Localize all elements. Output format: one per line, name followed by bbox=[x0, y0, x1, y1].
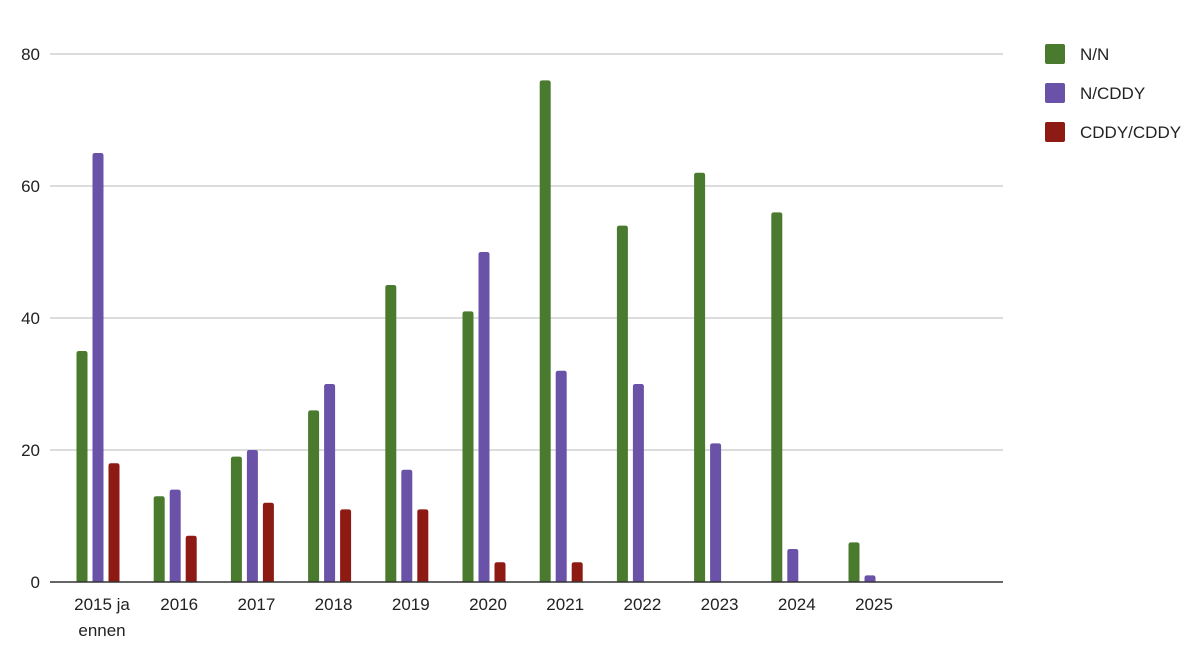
legend-label-n-n: N/N bbox=[1080, 45, 1109, 64]
bar-n-cddy-8 bbox=[710, 443, 722, 582]
bar-cddy-cddy-2 bbox=[262, 502, 274, 582]
x-axis-ticks: 2015 ja ennen 2016 2017 2018 2019 2020 2021 2022… bbox=[74, 595, 893, 640]
bar-n-n-10 bbox=[848, 542, 860, 582]
x-tick-label: 2021 bbox=[546, 595, 584, 614]
x-tick-label: 2016 bbox=[160, 595, 198, 614]
bar-n-n-2 bbox=[230, 456, 242, 582]
x-tick-label: 2015 ja ennen bbox=[74, 595, 130, 640]
x-tick-label: 2018 bbox=[315, 595, 353, 614]
bar-n-cddy-4 bbox=[401, 469, 413, 582]
bar-cddy-cddy-0 bbox=[108, 463, 120, 582]
bar-n-n-6 bbox=[539, 80, 551, 583]
bar-cddy-cddy-1 bbox=[185, 535, 197, 582]
legend-swatch-cddy-cddy bbox=[1045, 122, 1065, 142]
legend-item-cddy-cddy: CDDY/CDDY bbox=[1045, 122, 1181, 142]
bars bbox=[76, 80, 876, 583]
bar-n-cddy-5 bbox=[478, 252, 490, 582]
legend-item-n-n: N/N bbox=[1045, 44, 1109, 64]
bar-cddy-cddy-6 bbox=[571, 562, 583, 582]
y-tick-label: 60 bbox=[21, 177, 40, 196]
bar-n-n-7 bbox=[616, 225, 628, 582]
y-tick-label: 0 bbox=[31, 573, 40, 592]
bar-cddy-cddy-3 bbox=[340, 509, 352, 582]
x-tick-label: 2020 bbox=[469, 595, 507, 614]
bar-n-n-4 bbox=[385, 285, 397, 582]
bar-n-cddy-3 bbox=[324, 384, 336, 582]
bar-n-cddy-2 bbox=[246, 450, 258, 582]
bar-n-cddy-7 bbox=[632, 384, 644, 582]
legend-swatch-n-cddy bbox=[1045, 83, 1065, 103]
legend-label-cddy-cddy: CDDY/CDDY bbox=[1080, 123, 1181, 142]
y-axis-ticks: 0 20 40 60 80 bbox=[21, 45, 40, 592]
y-tick-label: 80 bbox=[21, 45, 40, 64]
bar-cddy-cddy-4 bbox=[417, 509, 429, 582]
bar-n-n-1 bbox=[153, 496, 165, 582]
bar-cddy-cddy-5 bbox=[494, 562, 506, 582]
x-tick-label: 2024 bbox=[778, 595, 816, 614]
bar-n-n-0 bbox=[76, 351, 88, 582]
bar-n-cddy-1 bbox=[169, 489, 181, 582]
bar-n-cddy-9 bbox=[787, 549, 799, 582]
legend-label-n-cddy: N/CDDY bbox=[1080, 84, 1145, 103]
bar-n-cddy-0 bbox=[92, 153, 104, 582]
bar-n-cddy-6 bbox=[555, 370, 567, 582]
y-tick-label: 20 bbox=[21, 441, 40, 460]
bar-n-n-3 bbox=[308, 410, 320, 582]
x-tick-label: 2023 bbox=[701, 595, 739, 614]
bar-n-n-5 bbox=[462, 311, 474, 582]
x-tick-label: 2017 bbox=[237, 595, 275, 614]
bar-n-n-8 bbox=[694, 172, 706, 583]
legend: N/N N/CDDY CDDY/CDDY bbox=[1045, 44, 1181, 142]
legend-swatch-n-n bbox=[1045, 44, 1065, 64]
bar-n-cddy-10 bbox=[864, 575, 876, 582]
gridlines bbox=[50, 53, 1003, 451]
bar-n-n-9 bbox=[771, 212, 783, 582]
x-tick-label: 2019 bbox=[392, 595, 430, 614]
x-tick-label: 2022 bbox=[623, 595, 661, 614]
y-tick-label: 40 bbox=[21, 309, 40, 328]
legend-item-n-cddy: N/CDDY bbox=[1045, 83, 1145, 103]
x-tick-label: 2025 bbox=[855, 595, 893, 614]
